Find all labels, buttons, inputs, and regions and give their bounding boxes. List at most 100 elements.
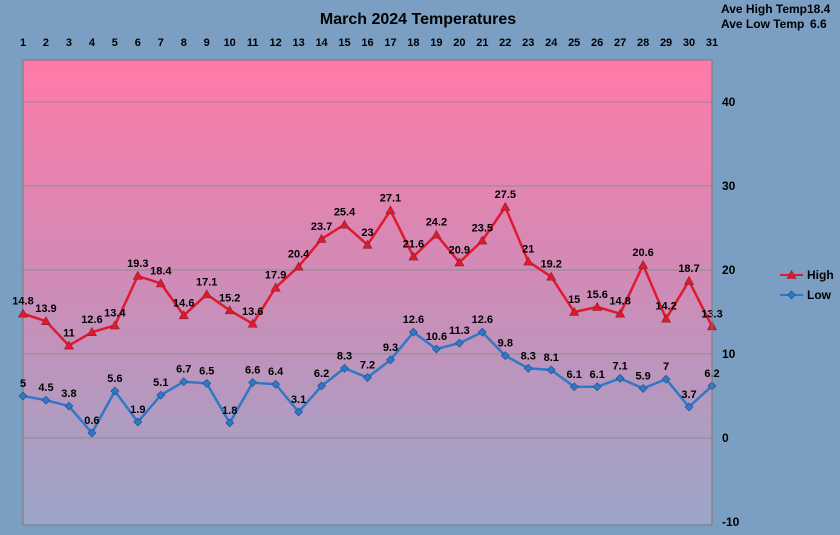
data-point-high (592, 301, 603, 311)
legend-high-label: High (807, 268, 834, 282)
data-point-low (317, 381, 326, 391)
data-point-low (248, 378, 258, 387)
data-label-low: 7.2 (360, 360, 375, 372)
x-tick-label: 25 (568, 37, 580, 49)
data-point-low (661, 374, 671, 384)
data-label-low: 8.1 (544, 352, 559, 364)
data-point-low (271, 379, 281, 389)
data-label-high: 24.2 (426, 217, 447, 229)
data-label-low: 6.2 (314, 368, 329, 380)
data-label-low: 10.6 (426, 331, 447, 343)
y-tick-label: 0 (722, 431, 729, 445)
data-point-low (569, 382, 579, 392)
data-label-high: 21 (522, 244, 534, 256)
data-label-low: 12.6 (403, 314, 424, 326)
x-tick-label: 27 (614, 37, 626, 49)
data-label-high: 15.2 (219, 292, 240, 304)
data-point-low (202, 378, 212, 388)
x-tick-label: 29 (660, 37, 672, 49)
data-point-high (155, 278, 166, 288)
x-tick-label: 12 (270, 37, 282, 49)
x-tick-label: 10 (224, 37, 236, 49)
data-point-high (132, 270, 143, 280)
stats-box: Ave High Temp 18.4 Ave Low Temp 6.6 (721, 2, 831, 31)
y-tick-label: 30 (722, 179, 736, 193)
x-tick-label: 20 (453, 37, 465, 49)
data-label-low: 6.5 (199, 365, 214, 377)
x-tick-label: 7 (158, 37, 164, 49)
data-point-high (661, 313, 672, 323)
x-tick-label: 6 (135, 37, 141, 49)
ave-high-value: 18.4 (807, 2, 831, 16)
data-point-low (523, 363, 533, 373)
data-point-low (684, 402, 694, 412)
data-point-low (156, 390, 166, 400)
x-tick-label: 31 (706, 37, 718, 49)
data-label-high: 18.4 (150, 265, 172, 277)
x-tick-label: 1 (20, 37, 26, 49)
x-tick-label: 21 (476, 37, 488, 49)
data-label-low: 9.3 (383, 342, 398, 354)
data-label-high: 19.2 (541, 259, 562, 271)
data-point-high (385, 205, 396, 215)
data-label-low: 6.1 (567, 369, 582, 381)
data-point-low (615, 373, 625, 383)
x-tick-label: 8 (181, 37, 187, 49)
ave-high-label: Ave High Temp (721, 2, 807, 16)
data-point-high (17, 308, 29, 318)
data-label-low: 9.8 (498, 338, 513, 350)
data-label-low: 12.6 (472, 314, 493, 326)
data-label-low: 11.3 (449, 325, 470, 337)
data-point-high (86, 327, 97, 336)
data-point-low (454, 338, 464, 348)
data-label-high: 20.9 (449, 244, 470, 256)
data-label-low: 4.5 (38, 382, 53, 394)
data-label-high: 21.6 (403, 239, 424, 251)
x-tick-label: 3 (66, 37, 72, 49)
ave-low-label: Ave Low Temp (721, 17, 804, 31)
data-label-low: 5.6 (107, 373, 122, 385)
data-label-low: 7.1 (612, 360, 627, 372)
data-label-high: 20.4 (288, 249, 310, 261)
y-tick-label: 40 (722, 95, 736, 109)
x-tick-label: 2 (43, 37, 49, 49)
data-label-high: 23 (361, 227, 373, 239)
data-point-low (225, 418, 235, 428)
x-tick-label: 13 (292, 37, 304, 49)
data-label-high: 17.1 (196, 276, 217, 288)
data-point-low (386, 355, 395, 365)
data-point-low (294, 407, 304, 417)
data-label-high: 15 (568, 294, 580, 306)
data-point-high (569, 306, 580, 316)
data-point-high (224, 305, 235, 315)
data-point-low (87, 428, 97, 438)
data-label-low: 5.9 (635, 370, 650, 382)
data-label-high: 14.2 (655, 301, 676, 313)
data-label-low: 6.4 (268, 366, 284, 378)
data-point-high (684, 275, 695, 285)
data-label-high: 14.8 (12, 296, 33, 308)
data-point-low (409, 327, 418, 337)
data-label-high: 14.6 (173, 297, 194, 309)
data-point-low (110, 386, 120, 396)
data-label-high: 12.6 (81, 314, 102, 326)
data-point-high (109, 320, 120, 330)
data-point-high (615, 308, 626, 318)
data-point-low (500, 351, 510, 361)
data-label-low: 3.8 (61, 388, 76, 400)
data-label-low: 8.3 (521, 350, 536, 362)
data-label-high: 23.5 (472, 223, 493, 235)
data-label-low: 7 (663, 361, 669, 373)
plot-area (22, 59, 713, 526)
data-label-high: 15.6 (586, 289, 607, 301)
data-point-high (293, 261, 304, 271)
data-point-high (362, 239, 373, 249)
data-point-high (500, 201, 511, 211)
x-tick-label: 19 (430, 37, 442, 49)
data-point-high (316, 233, 327, 243)
legend-low-label: Low (807, 288, 832, 302)
data-label-high: 11 (63, 328, 75, 340)
data-point-high (638, 259, 649, 269)
data-point-low (340, 363, 349, 373)
